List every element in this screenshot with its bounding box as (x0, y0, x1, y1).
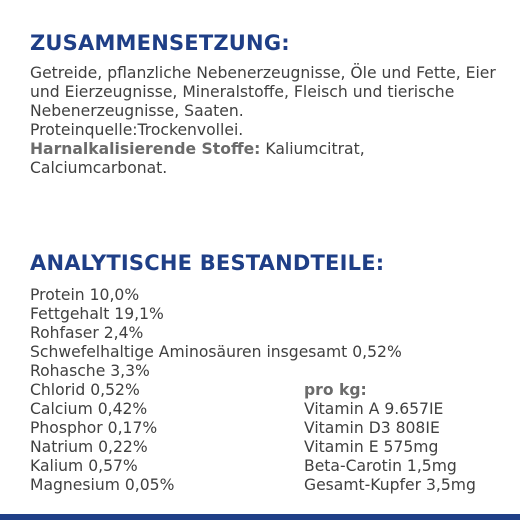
analysis-item: Schwefelhaltige Aminosäuren insgesamt 0,… (30, 343, 402, 361)
analysis-item: Kalium 0,57% (30, 457, 138, 475)
analysis-item: Phosphor 0,17% (30, 419, 158, 437)
analysis-item: Chlorid 0,52% (30, 381, 140, 399)
per-kg-item: Beta-Carotin 1,5mg (304, 457, 457, 475)
analysis-item: Protein 10,0% (30, 286, 140, 304)
analysis-item: Magnesium 0,05% (30, 476, 175, 494)
composition-heading: ZUSAMMENSETZUNG: (30, 31, 290, 55)
analysis-heading: ANALYTISCHE BESTANDTEILE: (30, 251, 385, 275)
per-kg-list: pro kg: Vitamin A 9.657IE Vitamin D3 808… (304, 381, 476, 495)
per-kg-label: pro kg: (304, 381, 367, 399)
protein-source: Proteinquelle:Trockenvollei. (30, 121, 244, 139)
bottom-bar (0, 514, 520, 520)
analysis-item: Rohasche 3,3% (30, 362, 150, 380)
composition-text: Getreide, pflanzliche Nebenerzeugnisse, … (30, 64, 500, 178)
urinary-alkalizing-value: Kaliumcitrat, Calciumcarbonat. (30, 140, 365, 177)
analysis-list: Protein 10,0% Fettgehalt 19,1% Rohfaser … (30, 286, 402, 495)
urinary-alkalizing-label: Harnalkalisierende Stoffe: (30, 140, 261, 158)
analysis-item: Fettgehalt 19,1% (30, 305, 164, 323)
per-kg-item: Vitamin A 9.657IE (304, 400, 444, 418)
per-kg-item: Vitamin E 575mg (304, 438, 439, 456)
composition-ingredients: Getreide, pflanzliche Nebenerzeugnisse, … (30, 64, 496, 120)
per-kg-item: Vitamin D3 808IE (304, 419, 440, 437)
analysis-item: Natrium 0,22% (30, 438, 148, 456)
analysis-item: Calcium 0,42% (30, 400, 148, 418)
per-kg-item: Gesamt-Kupfer 3,5mg (304, 476, 476, 494)
analysis-item: Rohfaser 2,4% (30, 324, 144, 342)
